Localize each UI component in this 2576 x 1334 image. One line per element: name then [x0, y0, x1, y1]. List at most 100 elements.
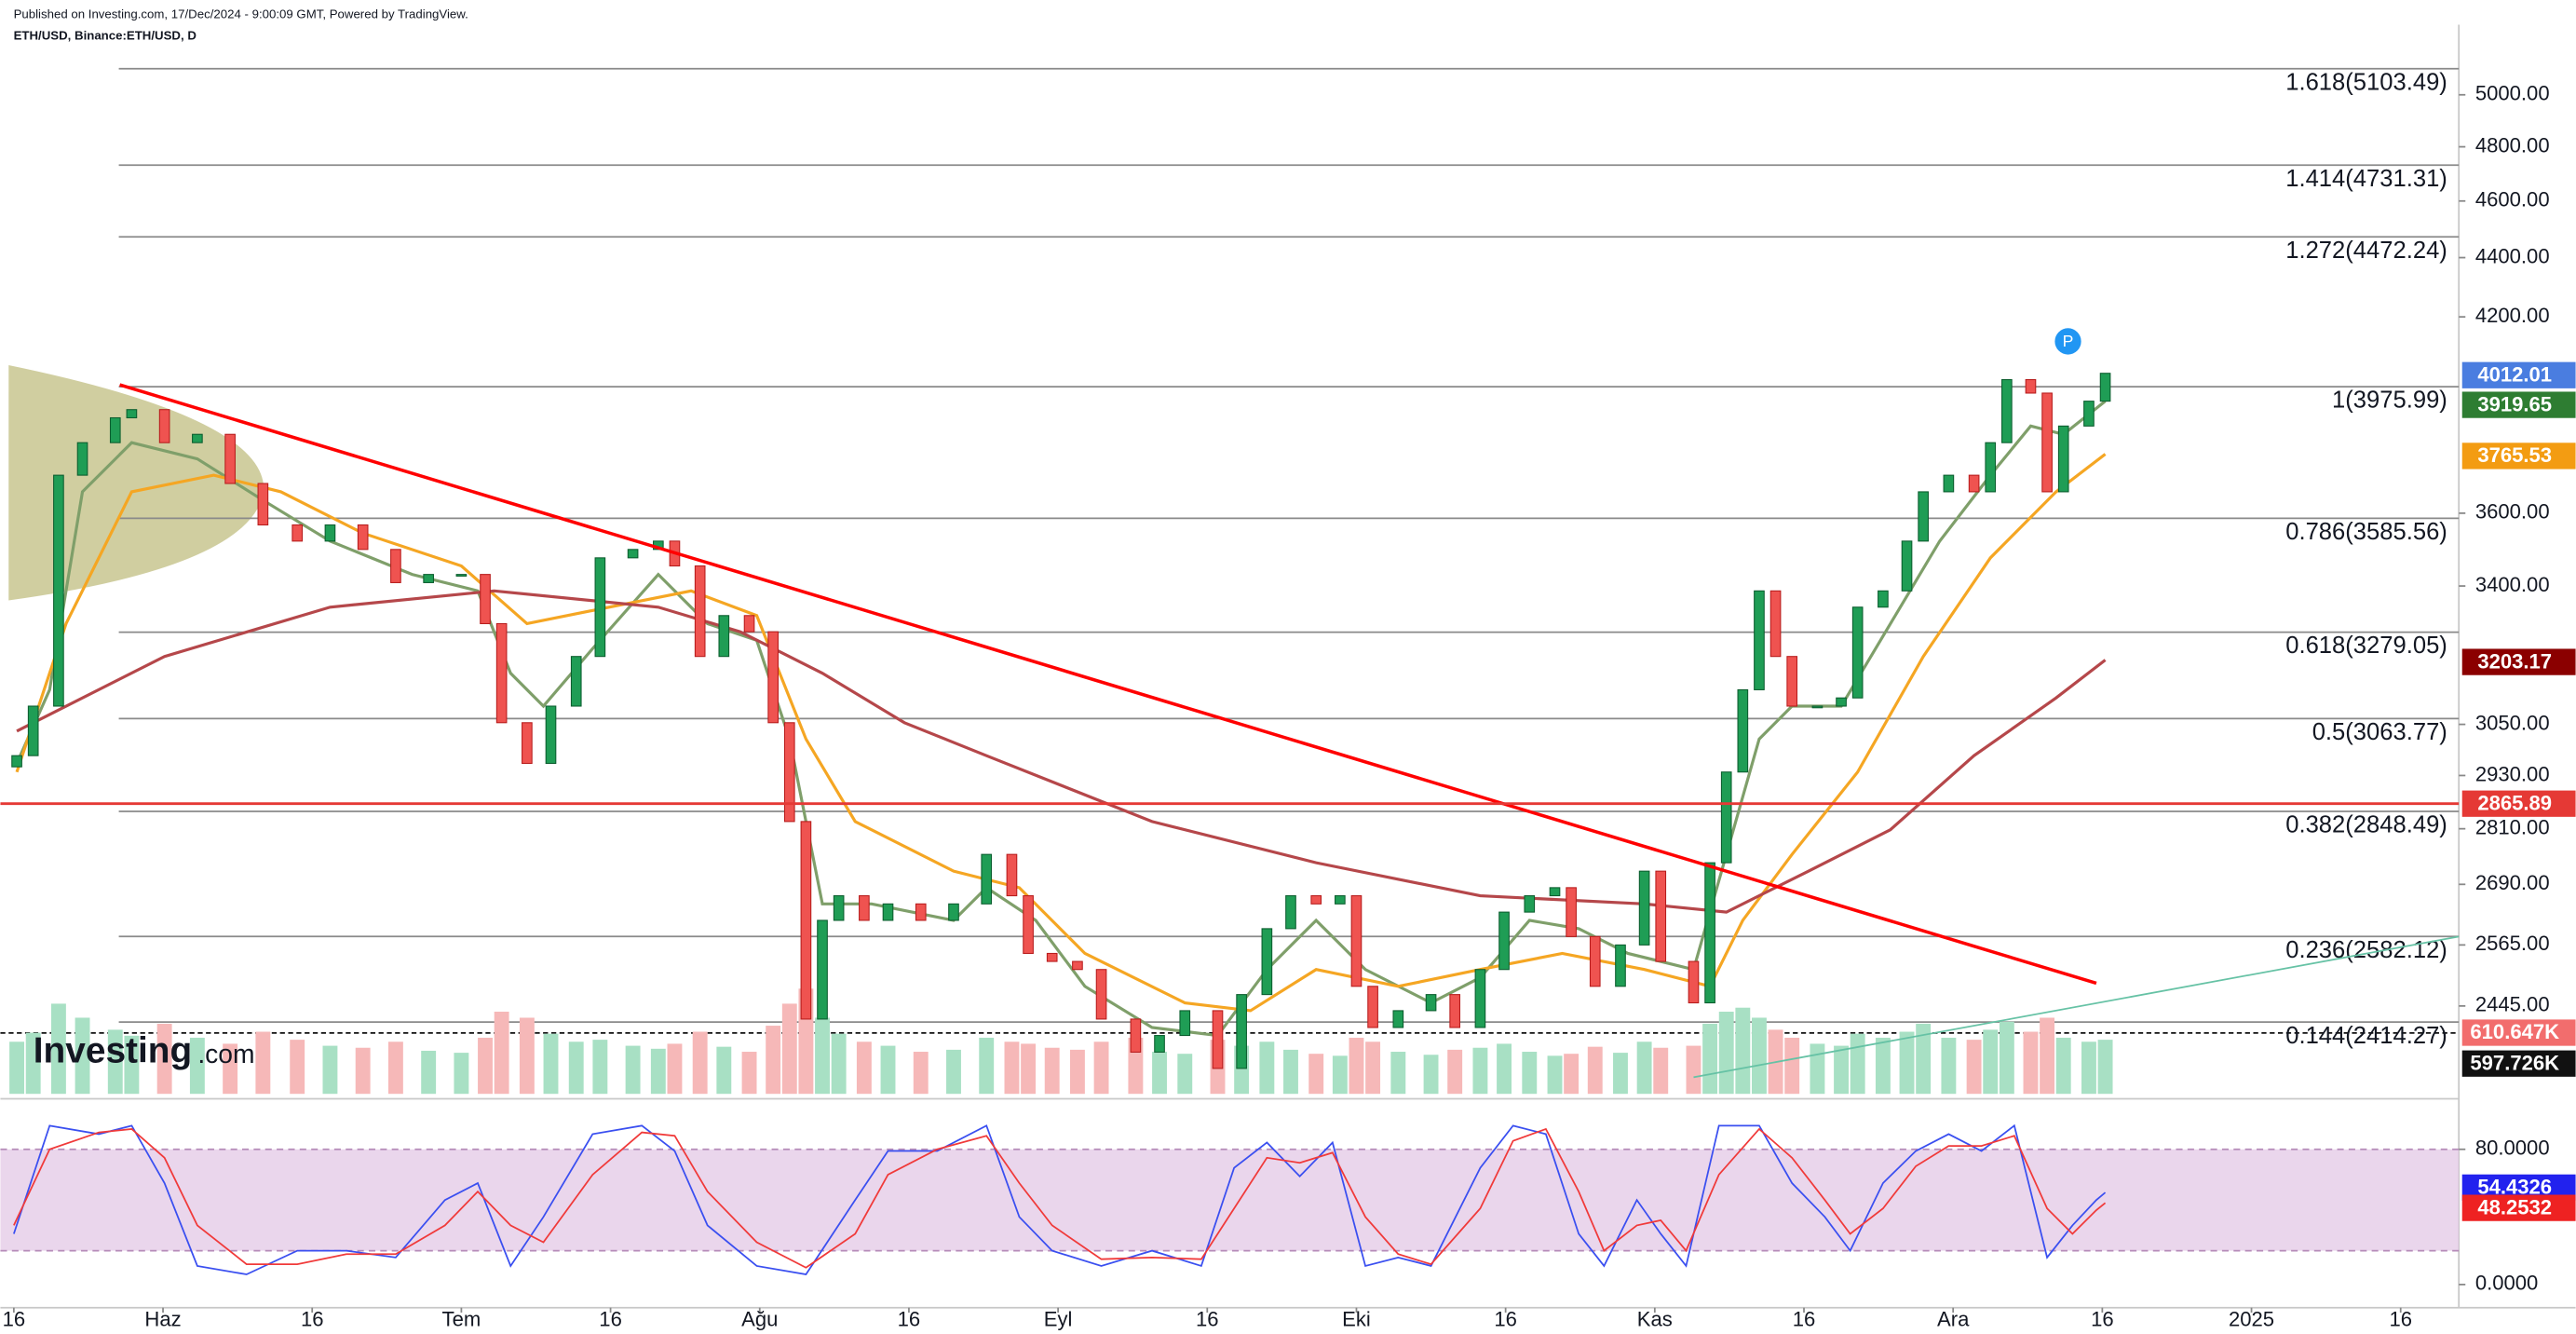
- y-tick-label: 3400.00: [2475, 573, 2550, 596]
- x-tick-label: 16: [2389, 1308, 2412, 1331]
- price-tag: 4012.01: [2477, 362, 2552, 386]
- candle-body: [1179, 1010, 1191, 1037]
- volume-bar: [2081, 1041, 2096, 1095]
- volume-bar: [1004, 1041, 1020, 1095]
- volume-bar: [1810, 1043, 1825, 1095]
- y-tick-label: 5000.00: [2475, 82, 2550, 105]
- candle-body: [1655, 870, 1667, 962]
- oscillator-tag: 48.2532: [2477, 1195, 2552, 1218]
- candle-body: [1566, 887, 1577, 937]
- y-tick-label: 3600.00: [2475, 500, 2550, 524]
- candle-body: [1095, 969, 1107, 1020]
- candle-body: [2083, 401, 2095, 427]
- fib-label: 0.5(3063.77): [2312, 719, 2447, 745]
- y-tick-label: 2445.00: [2475, 993, 2550, 1016]
- volume-bar: [1069, 1049, 1085, 1095]
- candle-body: [627, 549, 639, 559]
- price-tag: 3919.65: [2477, 392, 2552, 415]
- candle-body: [495, 622, 508, 724]
- volume-bar: [766, 1026, 781, 1095]
- volume-bar: [1850, 1033, 1865, 1095]
- y-tick-label: 4400.00: [2475, 244, 2550, 267]
- volume-tag-box: [2461, 1019, 2576, 1046]
- fib-label: 0.236(2582.12): [2285, 937, 2447, 963]
- volume-profile: [8, 364, 264, 601]
- volume-bar: [1259, 1041, 1275, 1095]
- volume-bar: [1349, 1037, 1364, 1095]
- oscillator-tag: 54.4326: [2477, 1176, 2552, 1199]
- x-tick-label: 16: [599, 1308, 622, 1331]
- volume-bar: [1283, 1049, 1298, 1095]
- volume-bar: [1718, 1012, 1734, 1095]
- candle-body: [1688, 960, 1700, 1004]
- volume-bar: [946, 1049, 961, 1095]
- price-tag: 3203.17: [2477, 649, 2552, 673]
- candle-body: [27, 705, 39, 756]
- y-tick-label: 3050.00: [2475, 711, 2550, 734]
- volume-bar: [831, 1033, 847, 1095]
- plot-layer: 2445.00 2565.00 2690.00 2810.00 2930.00 3050.…: [0, 67, 2576, 1331]
- x-tick-label: Tem: [442, 1308, 481, 1331]
- y-tick-label: 2690.00: [2475, 871, 2550, 894]
- candle-body: [1720, 771, 1732, 864]
- volume-bar: [1564, 1054, 1579, 1095]
- candle-body: [1943, 474, 1955, 493]
- candle-body: [1754, 590, 1765, 690]
- volume-bar: [387, 1041, 403, 1095]
- volume-bar: [741, 1052, 757, 1095]
- fib-label: 1.618(5103.49): [2285, 69, 2447, 95]
- candle-body: [1310, 895, 1322, 905]
- candle-body: [1006, 853, 1018, 897]
- volume-bar: [478, 1037, 493, 1095]
- x-tick-label: 16: [2091, 1308, 2114, 1331]
- marker-label: P: [2063, 332, 2074, 350]
- trendline: [119, 383, 2097, 986]
- candle-body: [522, 722, 533, 764]
- x-tick-label: 16: [1494, 1308, 1517, 1331]
- volume-bar: [25, 1032, 41, 1095]
- candle-body: [1474, 969, 1486, 1028]
- candle-body: [1350, 895, 1363, 987]
- volume-tag-box: [2461, 1050, 2576, 1077]
- x-tick-label: Haz: [144, 1308, 181, 1331]
- candle-body: [1072, 960, 1083, 971]
- candle-body: [1836, 697, 1847, 707]
- candle-body: [1851, 606, 1864, 699]
- volume-tag: 597.726K: [2470, 1051, 2559, 1074]
- band: [0, 1149, 2460, 1251]
- volume-bar: [667, 1043, 683, 1095]
- candle-body: [324, 524, 336, 542]
- price-tag-box: [2461, 648, 2576, 675]
- oscillator-tag-box: [2461, 1194, 2576, 1221]
- candle-body: [1878, 590, 1889, 608]
- candle-body: [948, 903, 959, 921]
- candle-body: [390, 549, 401, 583]
- candle-body: [1918, 491, 1929, 542]
- volume-bar: [1966, 1040, 1982, 1095]
- candle-body: [1589, 935, 1601, 987]
- candle-body: [2041, 392, 2053, 493]
- fib-label: 0.786(3585.56): [2285, 519, 2447, 545]
- x-tick-label: 16: [1793, 1308, 1816, 1331]
- fib-label: 0.382(2848.49): [2285, 812, 2447, 838]
- volume-bar: [1587, 1046, 1603, 1095]
- candle-body: [1704, 862, 1715, 1004]
- candle-body: [192, 433, 203, 443]
- y-tick-label: 4800.00: [2475, 133, 2550, 157]
- moving-average: [16, 589, 2107, 914]
- x-tick-label: Ara: [1937, 1308, 1970, 1331]
- volume-bar: [1332, 1055, 1348, 1095]
- candle-body: [1786, 656, 1798, 707]
- candle-body: [1615, 944, 1626, 987]
- volume-bar: [454, 1053, 469, 1095]
- price-tag: 3765.53: [2477, 443, 2552, 467]
- candle-body: [694, 565, 706, 658]
- candle-body: [76, 442, 88, 476]
- candle-body: [545, 705, 557, 764]
- x-tick-label: Ağu: [741, 1308, 778, 1331]
- volume-bar: [1308, 1054, 1324, 1095]
- logo-name: Investing: [34, 1030, 192, 1070]
